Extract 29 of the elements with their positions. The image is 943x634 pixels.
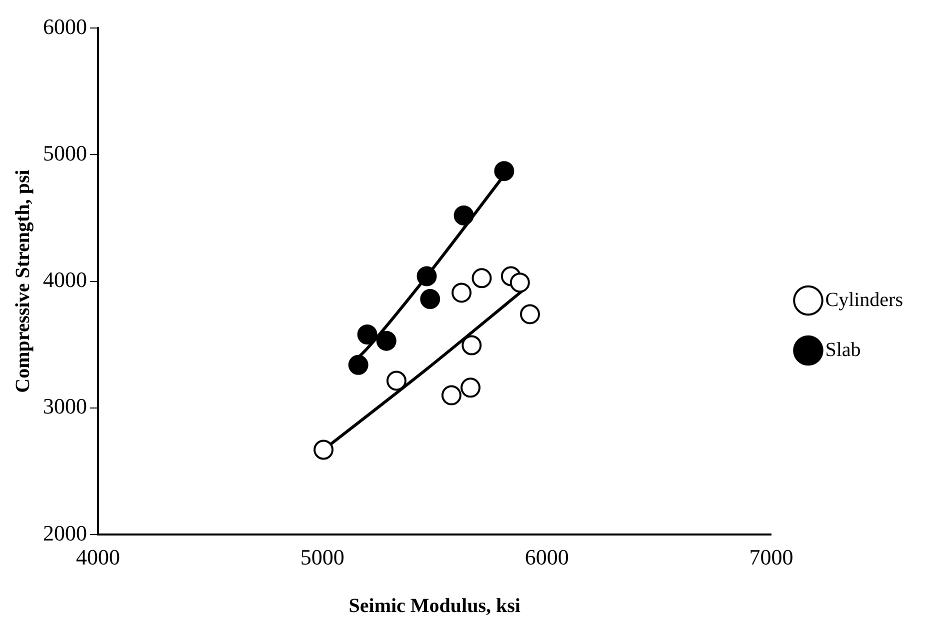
y-tick-label: 3000 — [43, 394, 87, 419]
point — [416, 266, 437, 286]
y-axis-title: Compressive Strength, psi — [12, 169, 34, 393]
point — [462, 335, 482, 356]
y-tick-label: 4000 — [43, 267, 87, 292]
point — [376, 330, 396, 351]
point — [314, 440, 334, 460]
point — [357, 324, 378, 344]
point — [472, 268, 492, 288]
point — [452, 282, 472, 303]
point — [494, 161, 514, 182]
point — [520, 304, 540, 324]
x-axis-title: Seimic Modulus, ksi — [348, 595, 521, 618]
point — [441, 385, 462, 406]
y-tick-label: 6000 — [43, 14, 87, 39]
point — [510, 272, 530, 293]
y-tick-label: 5000 — [43, 140, 87, 166]
y-tick-label: 2000 — [43, 520, 87, 546]
point — [386, 370, 406, 391]
point — [460, 378, 481, 398]
legend-label: Slab — [825, 338, 861, 361]
point — [420, 289, 440, 310]
x-tick-label: 6000 — [524, 544, 569, 570]
point — [454, 205, 474, 226]
x-tick-label: 4000 — [76, 544, 120, 570]
x-tick-label: 7000 — [749, 544, 794, 570]
x-tick-label: 5000 — [300, 544, 344, 570]
point — [348, 354, 368, 375]
legend-label: Cylinders — [825, 288, 904, 311]
